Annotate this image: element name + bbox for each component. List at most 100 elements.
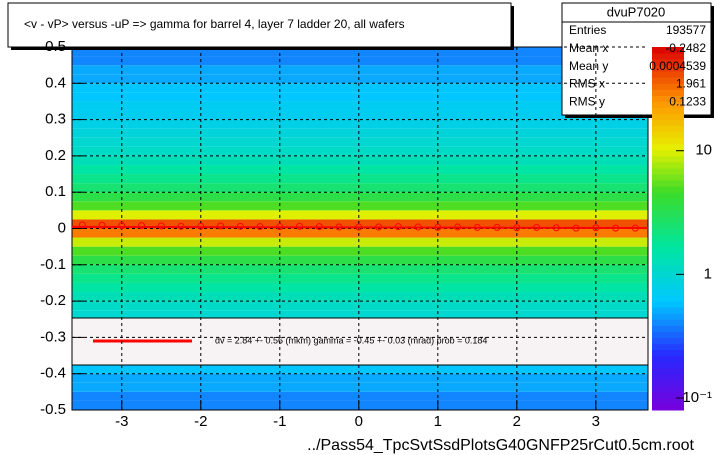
color-bar-segment <box>652 349 684 357</box>
color-bar-segment <box>652 325 684 332</box>
stats-label: Mean y <box>569 59 608 73</box>
z-tick-label: 1 <box>704 265 712 282</box>
color-bar-segment <box>652 367 684 375</box>
color-bar-segment <box>652 65 684 72</box>
y-tick-label: -0.2 <box>40 292 66 309</box>
color-bar-segment <box>652 252 684 260</box>
heatmap-cell <box>72 101 648 111</box>
color-bar-segment <box>652 228 684 236</box>
color-bar-segment <box>652 71 684 78</box>
color-bar-segment <box>652 234 684 242</box>
heatmap-cell <box>72 174 648 184</box>
y-tick-label: 0.3 <box>45 111 66 128</box>
stats-value: -0.2482 <box>665 41 706 55</box>
color-bar-segment <box>652 113 684 121</box>
x-tick-label: 2 <box>513 413 521 430</box>
color-bar-segment <box>652 373 684 381</box>
y-tick-label: -0.3 <box>40 328 66 345</box>
heatmap-cell <box>72 47 648 57</box>
heatmap-cell <box>72 292 648 302</box>
color-bar-segment <box>652 258 684 266</box>
stats-label: RMS y <box>569 94 605 108</box>
heatmap-cell <box>72 310 648 320</box>
color-bar-segment <box>652 174 684 181</box>
heatmap-cell <box>72 65 648 75</box>
profile-point <box>296 222 304 230</box>
x-tick-label: 1 <box>434 413 442 430</box>
y-tick-label: -0.5 <box>40 401 66 418</box>
stats-value: 1.961 <box>676 77 706 91</box>
heatmap-cell <box>72 228 648 238</box>
y-tick-label: 0.2 <box>45 147 66 164</box>
x-axis-label: ../Pass54_TpcSvtSsdPlotsG40GNFP25rCut0.5… <box>307 437 694 454</box>
x-tick-label: -3 <box>115 413 128 430</box>
color-bar-segment <box>652 180 684 187</box>
x-tick-label: -1 <box>273 413 286 430</box>
heatmap-cell <box>72 155 648 165</box>
color-bar-segment <box>652 403 684 411</box>
stats-value: 0.0004539 <box>649 59 706 73</box>
profile-point <box>157 222 165 230</box>
z-tick-label: 10⁻¹ <box>682 389 712 406</box>
color-bar-segment <box>652 264 684 272</box>
color-bar-segment <box>652 204 684 211</box>
color-bar-segment <box>652 119 684 127</box>
heatmap-cell <box>72 373 648 383</box>
heatmap-cell <box>72 128 648 138</box>
stats-label: Entries <box>569 23 606 37</box>
color-bar-segment <box>652 343 684 350</box>
color-bar-segment <box>652 47 684 54</box>
heatmap-cell <box>72 301 648 311</box>
color-bar-segment <box>652 282 684 290</box>
color-bar-segment <box>652 125 684 133</box>
color-bar-segment <box>652 355 684 363</box>
color-bar-segment <box>652 216 684 223</box>
color-bar-segment <box>652 137 684 145</box>
color-bar-segment <box>652 307 684 314</box>
heatmap-cell <box>72 210 648 220</box>
heatmap-cell <box>72 164 648 175</box>
color-bar-segment <box>652 361 684 369</box>
color-bar-segment <box>652 107 684 115</box>
color-bar-segment <box>652 385 684 393</box>
heatmap-cell <box>72 246 648 256</box>
heatmap-cell <box>72 83 648 93</box>
heatmap-cell <box>72 146 648 156</box>
heatmap-cell <box>72 119 648 129</box>
heatmap-cell <box>72 92 648 102</box>
stats-title: dvuP7020 <box>607 4 666 19</box>
heatmap-cell <box>72 183 648 193</box>
heatmap-cell <box>72 255 648 265</box>
color-bar-segment <box>652 313 684 320</box>
color-bar-segment <box>652 240 684 248</box>
color-bar-segment <box>652 270 684 278</box>
color-bar-segment <box>652 222 684 229</box>
color-bar-segment <box>652 276 684 284</box>
heatmap-cell <box>72 391 648 401</box>
profile-point <box>217 222 225 230</box>
color-bar-segment <box>652 89 684 96</box>
color-bar-segment <box>652 83 684 90</box>
color-bar-segment <box>652 59 684 66</box>
heatmap-cell <box>72 237 648 247</box>
fit-line <box>71 225 649 230</box>
color-bar-segment <box>652 289 684 296</box>
y-tick-label: -0.1 <box>40 256 66 273</box>
color-bar-segment <box>652 295 684 302</box>
heatmap-cell <box>72 110 648 120</box>
color-bar-segment <box>652 337 684 344</box>
color-bar-segment <box>652 77 684 84</box>
color-bar-segment <box>652 246 684 254</box>
chart-title: <v - vP> versus -uP => gamma for barrel … <box>24 17 405 31</box>
legend-text: dv = 2.84 +- 0.56 (mkm) gamma = -0.45 +-… <box>215 335 487 345</box>
y-tick-label: 0.1 <box>45 183 66 200</box>
color-bar-segment <box>652 379 684 387</box>
color-bar-segment <box>652 53 684 60</box>
y-tick-label: 0.4 <box>45 74 66 91</box>
stats-label: Mean x <box>569 41 608 55</box>
x-tick-label: -2 <box>194 413 207 430</box>
stats-label: RMS x <box>569 77 605 91</box>
color-bar-segment <box>652 95 684 102</box>
heatmap-cell <box>72 400 648 410</box>
